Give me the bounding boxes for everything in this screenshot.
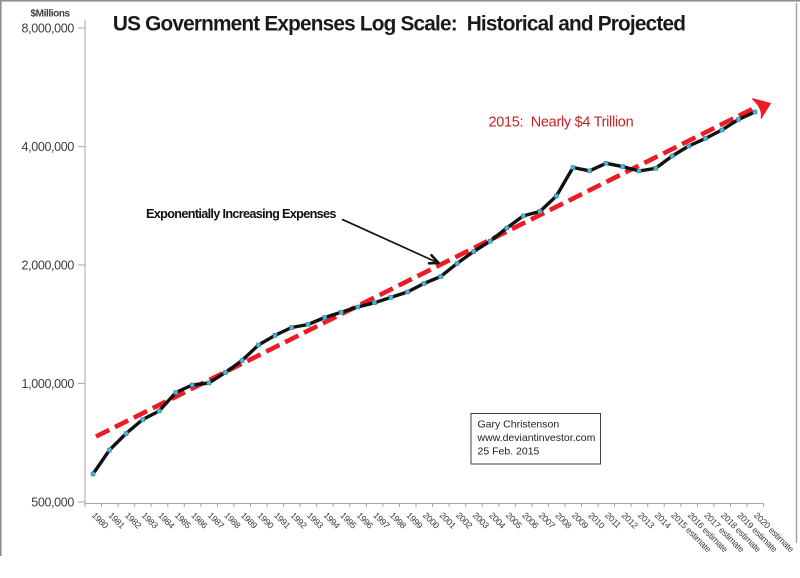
svg-text:Gary Christenson: Gary Christenson — [478, 419, 560, 431]
svg-text:25 Feb. 2015: 25 Feb. 2015 — [478, 446, 540, 458]
svg-text:500,000: 500,000 — [31, 495, 74, 509]
svg-text:Exponentially Increasing Expen: Exponentially Increasing Expenses — [146, 207, 336, 221]
svg-text:4,000,000: 4,000,000 — [22, 140, 75, 154]
svg-text:2,000,000: 2,000,000 — [22, 258, 75, 272]
svg-text:www.deviantinvestor.com: www.deviantinvestor.com — [477, 432, 596, 444]
svg-text:8,000,000: 8,000,000 — [22, 22, 75, 36]
svg-text:1,000,000: 1,000,000 — [22, 377, 75, 391]
svg-text:US Government Expenses Log Sca: US Government Expenses Log Scale: Histor… — [113, 13, 685, 36]
svg-text:$Millions: $Millions — [31, 9, 71, 20]
svg-text:2015: Nearly $4 Trillion: 2015: Nearly $4 Trillion — [489, 114, 634, 130]
